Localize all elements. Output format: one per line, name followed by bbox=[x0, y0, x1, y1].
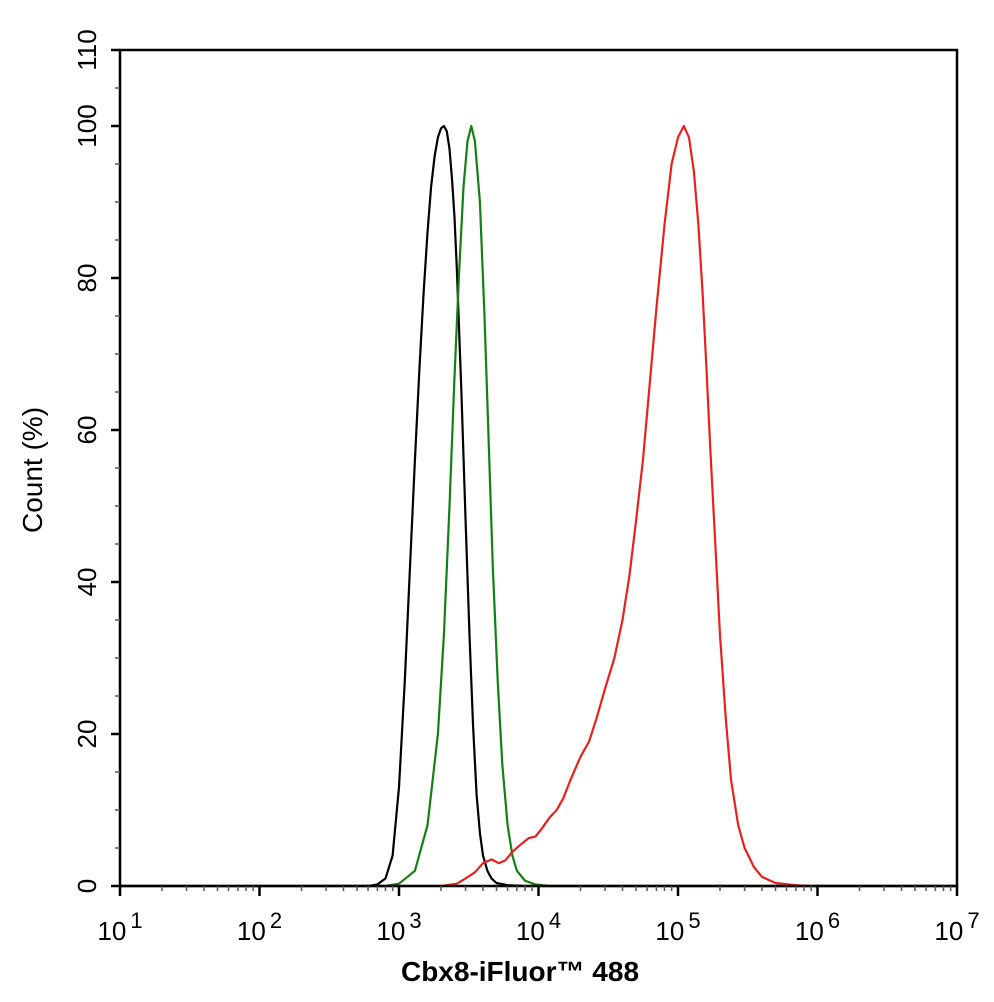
x-tick-label: 10 6 bbox=[795, 908, 840, 946]
y-axis-title: Count (%) bbox=[17, 407, 48, 533]
series-line-2 bbox=[120, 124, 957, 888]
series-line-1 bbox=[120, 124, 957, 888]
plot-lines bbox=[120, 124, 957, 888]
x-tick-label: 10 2 bbox=[237, 908, 282, 946]
y-tick-label: 110 bbox=[72, 29, 102, 70]
x-minor-ticks bbox=[161, 886, 952, 891]
y-tick-label: 0 bbox=[72, 879, 102, 893]
x-axis-title: Cbx8-iFluor™ 488 bbox=[401, 956, 639, 987]
x-major-ticks bbox=[118, 886, 959, 896]
y-minor-ticks bbox=[115, 87, 120, 849]
y-tick-label: 80 bbox=[72, 264, 102, 293]
x-tick-labels: 10 1 10 2 10 3 10 4 10 5 10 6 10 7 bbox=[97, 908, 979, 946]
y-tick-label: 60 bbox=[72, 416, 102, 445]
y-tick-label: 40 bbox=[72, 568, 102, 597]
y-major-ticks bbox=[111, 48, 120, 888]
x-tick-label: 10 5 bbox=[655, 908, 700, 946]
y-tick-label: 100 bbox=[72, 104, 102, 147]
x-tick-label: 10 7 bbox=[934, 908, 979, 946]
y-tick-labels: 0 20 40 60 80 100 110 bbox=[72, 29, 102, 893]
x-tick-label: 10 4 bbox=[516, 908, 561, 946]
y-tick-label: 20 bbox=[72, 720, 102, 749]
x-tick-label: 10 1 bbox=[97, 908, 142, 946]
series-line-3 bbox=[120, 124, 957, 888]
plot-frame bbox=[118, 48, 959, 888]
x-tick-label: 10 3 bbox=[376, 908, 421, 946]
